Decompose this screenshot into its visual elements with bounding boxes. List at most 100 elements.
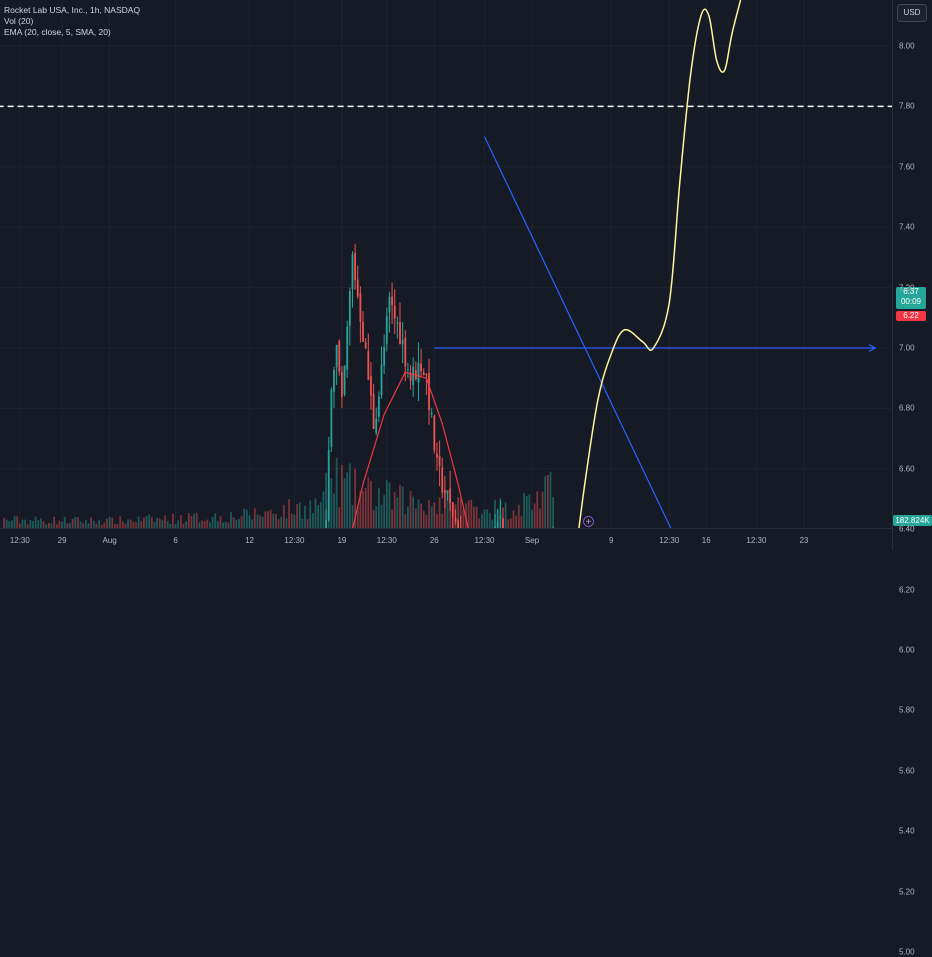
- volume-bar: [446, 490, 449, 528]
- candle-body: [420, 363, 423, 372]
- volume-bar: [127, 519, 129, 528]
- time-tick-label: 12:30: [9, 536, 30, 545]
- volume-bar: [108, 517, 111, 528]
- ema-indicator-label[interactable]: EMA (20, close, 5, SMA, 20): [4, 27, 111, 37]
- volume-bar: [74, 516, 77, 528]
- volume-bar: [211, 516, 214, 528]
- volume-bar: [401, 486, 404, 528]
- volume-bar: [95, 523, 98, 528]
- volume-bar: [240, 516, 243, 528]
- volume-bar: [179, 515, 182, 528]
- volume-bar: [449, 496, 452, 528]
- current-price-tag: 6.37 00:09: [896, 287, 926, 309]
- candle-body: [441, 467, 444, 493]
- volume-bar: [206, 519, 209, 528]
- volume-bar: [491, 519, 494, 528]
- volume-bar: [13, 516, 16, 528]
- volume-bar: [143, 517, 145, 528]
- projection-curve[interactable]: [553, 0, 748, 528]
- volume-bar: [335, 458, 338, 528]
- volume-bar: [396, 497, 399, 528]
- symbol-title[interactable]: Rocket Lab USA, Inc., 1h, NASDAQ: [4, 5, 141, 15]
- volume-bar: [338, 507, 341, 528]
- volume-bar: [243, 508, 246, 528]
- candle-body: [367, 351, 370, 380]
- volume-bar: [185, 521, 188, 528]
- candle-body: [449, 488, 452, 503]
- volume-bar: [177, 520, 180, 528]
- time-tick-label: 16: [701, 536, 711, 545]
- volume-bar: [298, 502, 301, 528]
- volume-bar: [16, 516, 19, 528]
- candle-body: [496, 522, 499, 528]
- volume-bar: [422, 510, 425, 528]
- volume-bar: [385, 480, 388, 528]
- volume-bar: [153, 522, 156, 528]
- volume-bar: [486, 509, 489, 528]
- volume-bar: [552, 497, 555, 528]
- plus-circle-icon[interactable]: +: [583, 516, 594, 528]
- volume-bar: [253, 508, 256, 528]
- volume-bar: [285, 518, 288, 528]
- volume-bar: [172, 513, 174, 528]
- candle-body: [425, 373, 428, 376]
- volume-bar: [158, 518, 161, 528]
- volume-bar: [438, 497, 441, 528]
- volume-bar: [546, 475, 549, 528]
- volume-bar: [148, 514, 151, 528]
- price-tick-label: 5.00: [899, 947, 915, 957]
- volume-bar: [235, 519, 238, 528]
- volume-bar: [161, 520, 164, 528]
- candle-body: [335, 344, 338, 368]
- price-tick-label: 6.00: [899, 645, 915, 655]
- currency-button[interactable]: USD: [897, 4, 927, 22]
- time-tick-label: 12:30: [474, 536, 495, 545]
- volume-bar: [346, 472, 349, 528]
- volume-bar: [372, 509, 375, 528]
- candle-body: [327, 450, 330, 521]
- volume-bar: [214, 513, 217, 528]
- volume-bar: [198, 522, 201, 528]
- volume-bar: [98, 520, 100, 528]
- volume-bar: [362, 491, 364, 528]
- volume-bar: [380, 504, 383, 528]
- volume-bar: [137, 516, 140, 528]
- candle-body: [364, 342, 367, 348]
- volume-bar: [222, 522, 225, 528]
- candle-body: [377, 396, 380, 417]
- volume-bar: [251, 519, 254, 528]
- candle-body: [457, 521, 459, 528]
- candle-body: [385, 316, 388, 344]
- volume-bar: [301, 518, 304, 528]
- candle-body: [330, 389, 333, 448]
- price-chart[interactable]: [0, 0, 892, 528]
- volume-bar: [282, 504, 285, 528]
- candle-body: [391, 296, 393, 306]
- candle-body: [359, 293, 362, 322]
- time-axis[interactable]: [0, 528, 892, 551]
- volume-bar: [306, 519, 309, 528]
- candle-body: [433, 415, 436, 451]
- candle-body: [354, 252, 357, 281]
- volume-bar: [232, 517, 235, 528]
- drawing-tools[interactable]: [0, 105, 892, 528]
- candle-body: [430, 412, 433, 415]
- volume-bar: [66, 523, 69, 528]
- volume-bar: [377, 487, 380, 528]
- volume-bar: [417, 499, 420, 528]
- volume-bar: [528, 494, 531, 528]
- volume-bar: [507, 519, 510, 528]
- volume-bar: [304, 505, 306, 528]
- volume-bar: [428, 499, 430, 528]
- volume-bar: [259, 515, 261, 528]
- volume-bar: [42, 521, 45, 528]
- volume-bar: [272, 513, 275, 528]
- time-tick-label: 23: [799, 536, 809, 545]
- volume-indicator-label[interactable]: Vol (20): [4, 16, 34, 26]
- volume-bar: [425, 514, 428, 528]
- volume-bar: [356, 506, 359, 528]
- price-tick-label: 7.80: [899, 101, 915, 111]
- volume-bar: [475, 506, 478, 528]
- price-axis[interactable]: [892, 0, 932, 550]
